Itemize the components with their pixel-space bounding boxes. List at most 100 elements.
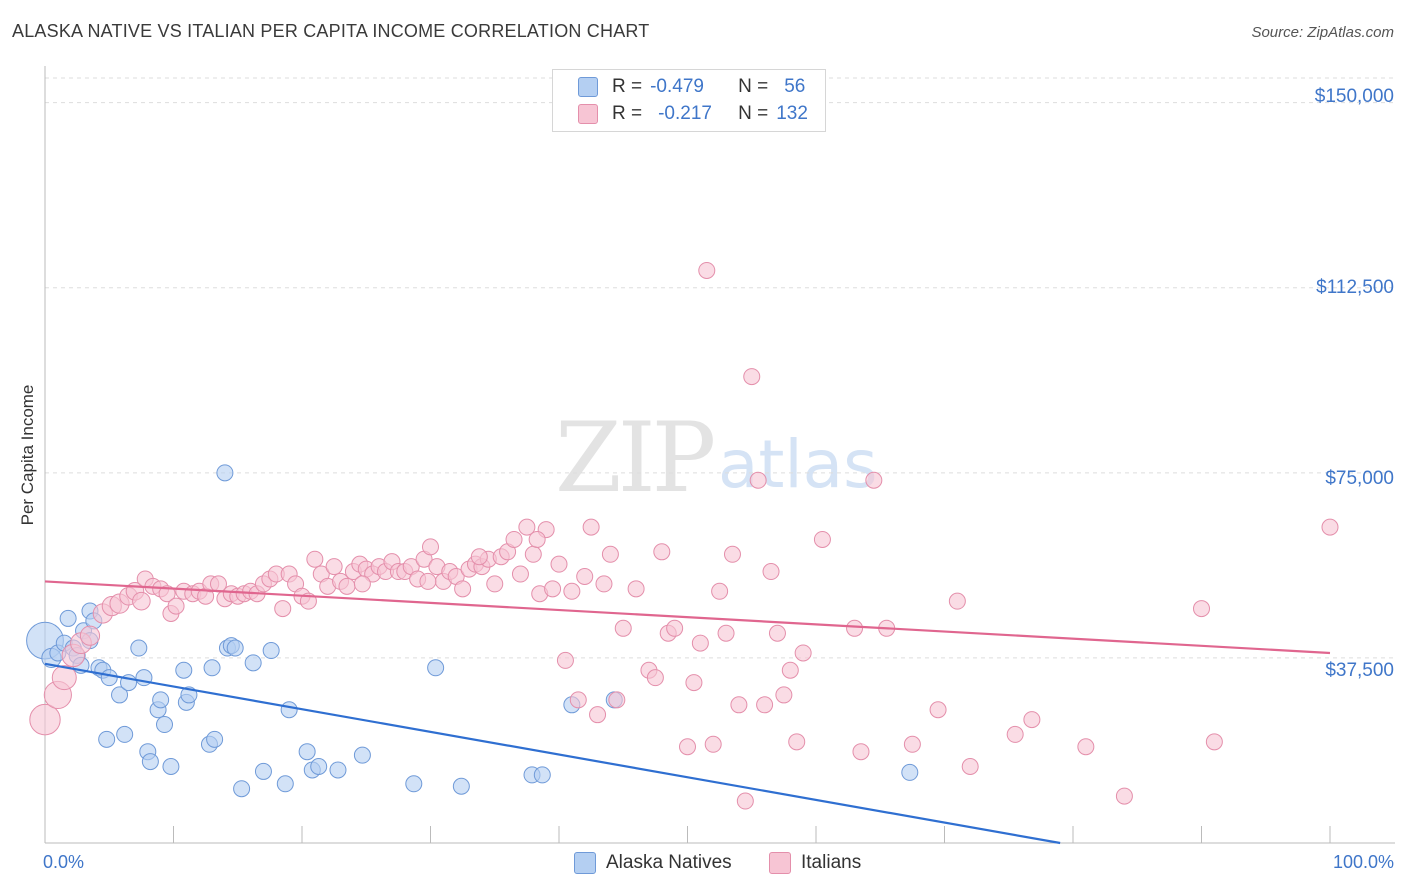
y-tick-label-75000: $75,000 (1325, 468, 1394, 489)
alaska-native-point-47 (353, 746, 371, 764)
italian-point-102 (736, 792, 754, 810)
italian-point-33 (274, 600, 292, 618)
italian-trend-line (44, 580, 1331, 655)
alaska-native-point-25 (156, 716, 174, 734)
italian-point-43 (338, 577, 356, 595)
italian-point-15 (158, 585, 176, 603)
italian-point-121 (1006, 725, 1024, 743)
italian-point-72 (524, 545, 542, 563)
italian-point-83 (595, 575, 613, 593)
alaska-native-point-26 (162, 758, 180, 775)
italian-point-125 (1193, 600, 1210, 618)
alaska-native-point-16 (111, 686, 129, 704)
italian-point-69 (505, 530, 523, 548)
alaska-native-point-32 (206, 730, 224, 748)
italian-point-105 (756, 696, 774, 714)
alaska-native-point-48 (405, 775, 423, 793)
italian-point-113 (846, 619, 864, 637)
italian-point-99 (717, 624, 735, 642)
italian-point-114 (852, 743, 870, 761)
italian-point-38 (306, 550, 324, 568)
italian-point-123 (1077, 738, 1095, 756)
alaska-native-point-19 (130, 639, 148, 657)
alaska-native-point-49 (427, 659, 445, 677)
alaska-natives-swatch (578, 77, 598, 97)
italian-point-89 (646, 669, 664, 687)
italian-point-115 (865, 471, 883, 489)
alaska-native-point-55 (901, 763, 919, 781)
italian-point-87 (627, 580, 645, 598)
alaska-native-point-31 (203, 659, 221, 677)
legend-item-alaska-natives[interactable]: Alaska Natives (574, 852, 732, 874)
source-label: Source: ZipAtlas.com (1251, 24, 1394, 41)
n-label: N = (738, 103, 769, 124)
italian-point-117 (903, 735, 921, 753)
watermark-zip: ZIP (555, 402, 716, 514)
alaska-natives-legend-swatch (574, 852, 596, 874)
alaska-native-point-41 (276, 775, 294, 793)
italian-point-118 (929, 701, 947, 719)
alaska-native-point-39 (254, 762, 272, 780)
italian-point-94 (685, 674, 703, 692)
chart-title: ALASKA NATIVE VS ITALIAN PER CAPITA INCO… (12, 21, 650, 41)
alaska-native-point-40 (262, 642, 280, 660)
alaska-native-point-22 (141, 753, 159, 771)
italian-point-11 (132, 591, 151, 611)
italian-point-92 (666, 619, 684, 637)
italian-point-0 (29, 703, 61, 736)
italian-point-85 (608, 691, 626, 709)
n-label: N = (738, 76, 769, 97)
watermark-atlas: atlas (718, 426, 878, 503)
italian-point-107 (768, 624, 786, 642)
italian-point-77 (556, 651, 574, 669)
italian-point-100 (723, 545, 741, 563)
y-tick-label-37500: $37,500 (1325, 660, 1394, 681)
alaska-native-trend-line (44, 662, 1061, 845)
italian-point-103 (743, 368, 761, 386)
legend-item-italians[interactable]: Italians (769, 852, 861, 874)
italian-point-120 (961, 758, 979, 775)
italian-point-127 (1321, 518, 1339, 536)
stats-row-italians: R = -0.217 N = 132 (578, 101, 808, 127)
alaska-native-point-33 (216, 464, 234, 482)
correlation-stats-box: R = -0.479 N = 56 R = -0.217 N = 132 (552, 69, 826, 132)
italian-point-108 (775, 686, 793, 704)
italian-point-56 (422, 538, 439, 556)
alaska-native-point-52 (533, 766, 551, 784)
italian-point-70 (511, 565, 529, 583)
italian-point-122 (1023, 711, 1041, 729)
italian-point-17 (167, 597, 185, 615)
italian-point-131 (528, 530, 546, 548)
alaska-native-point-45 (310, 758, 328, 775)
italian-point-90 (653, 543, 671, 561)
alaska-native-point-42 (280, 701, 298, 719)
italian-point-126 (1205, 733, 1223, 751)
alaska-native-point-17 (116, 725, 134, 743)
legend-label-alaska-natives: Alaska Natives (606, 852, 732, 873)
r-value-italians: -0.217 (658, 103, 712, 124)
italian-point-124 (1115, 787, 1133, 805)
italian-point-98 (711, 582, 729, 600)
italian-point-2 (51, 665, 77, 691)
italian-point-104 (749, 471, 767, 489)
italian-point-97 (704, 735, 722, 753)
italian-point-78 (563, 582, 581, 600)
alaska-native-point-46 (329, 761, 347, 779)
italians-swatch (578, 104, 598, 124)
italian-point-101 (730, 696, 748, 714)
alaska-native-point-50 (452, 777, 470, 795)
italian-point-79 (569, 691, 587, 709)
r-label: R = (612, 103, 643, 124)
italian-point-82 (589, 706, 607, 724)
alaska-native-point-38 (244, 654, 262, 672)
r-value-alaska-natives: -0.479 (650, 76, 704, 97)
italian-point-96 (698, 261, 716, 279)
italian-point-106 (762, 563, 780, 581)
alaska-native-point-43 (298, 743, 316, 761)
n-value-italians: 132 (776, 103, 808, 124)
italian-point-109 (781, 661, 799, 679)
italians-legend-swatch (769, 852, 791, 874)
legend-label-italians: Italians (801, 852, 862, 873)
x-tick-label-max: 100.0% (1332, 852, 1394, 872)
